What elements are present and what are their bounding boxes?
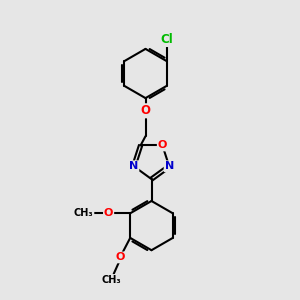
Text: O: O (116, 252, 125, 262)
Text: O: O (104, 208, 113, 218)
Text: O: O (158, 140, 167, 151)
Text: O: O (140, 104, 151, 117)
Text: N: N (129, 161, 138, 171)
Text: N: N (165, 161, 174, 171)
Text: CH₃: CH₃ (74, 208, 94, 218)
Text: Cl: Cl (160, 33, 173, 46)
Text: CH₃: CH₃ (102, 275, 122, 285)
